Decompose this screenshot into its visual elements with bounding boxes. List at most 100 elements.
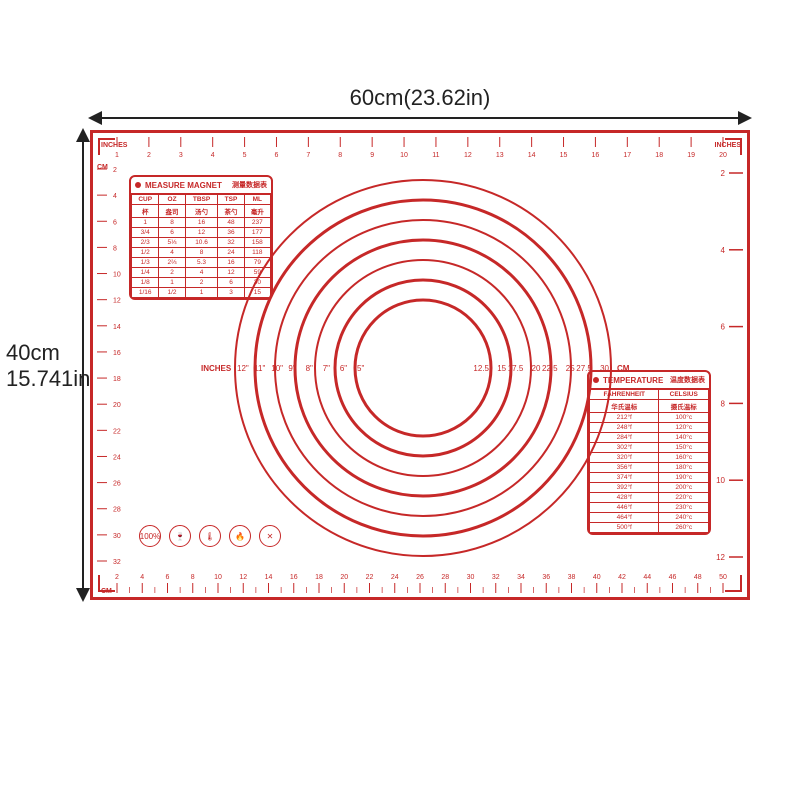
bullet-icon <box>135 182 141 188</box>
svg-text:INCHES: INCHES <box>101 142 128 149</box>
svg-text:30: 30 <box>467 574 475 581</box>
svg-text:2: 2 <box>721 169 726 178</box>
svg-text:INCHES: INCHES <box>715 142 742 149</box>
svg-text:22.5: 22.5 <box>542 364 558 373</box>
svg-text:14: 14 <box>265 574 273 581</box>
svg-text:32: 32 <box>113 559 121 566</box>
safety-icon: 🍷 <box>169 525 191 547</box>
temperature-table: TEMPERATURE 温度数据表 FAHRENHEITCELSIUS华氏温标摄… <box>587 370 711 535</box>
svg-text:7: 7 <box>306 152 310 159</box>
arrow-up-icon <box>76 128 90 142</box>
svg-text:25: 25 <box>566 364 575 373</box>
svg-text:1: 1 <box>115 152 119 159</box>
svg-text:12.5: 12.5 <box>473 364 489 373</box>
svg-text:46: 46 <box>669 574 677 581</box>
svg-text:2: 2 <box>113 167 117 174</box>
svg-text:20: 20 <box>532 364 541 373</box>
svg-text:14: 14 <box>528 152 536 159</box>
svg-text:20: 20 <box>719 152 727 159</box>
svg-text:2: 2 <box>115 574 119 581</box>
arrow-right-icon <box>738 111 752 125</box>
svg-text:12: 12 <box>716 553 725 562</box>
svg-text:22: 22 <box>113 428 121 435</box>
svg-text:22: 22 <box>366 574 374 581</box>
svg-text:INCHES: INCHES <box>201 364 232 373</box>
svg-text:5: 5 <box>243 152 247 159</box>
svg-text:26: 26 <box>113 481 121 488</box>
bullet-icon <box>593 377 599 383</box>
svg-text:24: 24 <box>113 454 121 461</box>
svg-text:16: 16 <box>113 350 121 357</box>
diagram-container: 60cm(23.62in) 40cm 15.741in INCHES123456… <box>0 0 800 800</box>
measure-table-body: CUPOZTBSPTSPML杯盎司汤勺茶勺毫升 1816482373/46123… <box>131 194 271 298</box>
safety-icon: 🔥 <box>229 525 251 547</box>
svg-text:20: 20 <box>113 402 121 409</box>
svg-text:48: 48 <box>694 574 702 581</box>
svg-text:18: 18 <box>315 574 323 581</box>
svg-text:19: 19 <box>687 152 695 159</box>
svg-text:11": 11" <box>254 364 265 373</box>
svg-text:6: 6 <box>113 219 117 226</box>
svg-text:3: 3 <box>179 152 183 159</box>
svg-text:10: 10 <box>716 476 725 485</box>
svg-text:28: 28 <box>441 574 449 581</box>
svg-text:8: 8 <box>113 245 117 252</box>
svg-text:24: 24 <box>391 574 399 581</box>
width-line <box>90 117 750 119</box>
svg-text:15: 15 <box>497 364 506 373</box>
width-label: 60cm(23.62in) <box>90 85 750 111</box>
temperature-table-title: TEMPERATURE 温度数据表 <box>589 372 709 389</box>
svg-text:16: 16 <box>290 574 298 581</box>
svg-text:6": 6" <box>340 364 347 373</box>
temperature-table-body: FAHRENHEITCELSIUS华氏温标摄氏温标 212°f100°c248°… <box>589 389 709 533</box>
svg-text:28: 28 <box>113 507 121 514</box>
svg-text:10: 10 <box>113 272 121 279</box>
svg-text:36: 36 <box>542 574 550 581</box>
measure-table-title: MEASURE MAGNET 测量数据表 <box>131 177 271 194</box>
svg-text:6: 6 <box>275 152 279 159</box>
height-dimension: 40cm 15.741in <box>38 130 88 600</box>
baking-mat: INCHES1234567891011121314151617181920CM2… <box>90 130 750 600</box>
svg-text:9": 9" <box>288 364 295 373</box>
svg-text:10": 10" <box>271 364 283 373</box>
svg-text:26: 26 <box>416 574 424 581</box>
svg-text:10: 10 <box>400 152 408 159</box>
svg-text:4: 4 <box>113 193 117 200</box>
arrow-down-icon <box>76 588 90 602</box>
svg-text:4: 4 <box>211 152 215 159</box>
svg-text:32: 32 <box>492 574 500 581</box>
svg-text:17: 17 <box>623 152 631 159</box>
svg-text:44: 44 <box>643 574 651 581</box>
svg-text:8: 8 <box>338 152 342 159</box>
svg-text:12": 12" <box>237 364 249 373</box>
svg-text:20: 20 <box>340 574 348 581</box>
svg-text:12: 12 <box>464 152 472 159</box>
svg-text:16: 16 <box>592 152 600 159</box>
svg-text:14: 14 <box>113 324 121 331</box>
arrow-left-icon <box>88 111 102 125</box>
svg-text:30: 30 <box>113 533 121 540</box>
svg-text:18: 18 <box>655 152 663 159</box>
svg-text:4: 4 <box>721 246 726 255</box>
svg-text:4: 4 <box>140 574 144 581</box>
svg-text:6: 6 <box>721 323 726 332</box>
svg-text:10: 10 <box>214 574 222 581</box>
svg-text:8: 8 <box>721 399 726 408</box>
svg-text:38: 38 <box>568 574 576 581</box>
svg-text:CM: CM <box>97 164 108 171</box>
svg-text:50: 50 <box>719 574 727 581</box>
width-dimension: 60cm(23.62in) <box>90 85 750 125</box>
svg-text:6: 6 <box>166 574 170 581</box>
safety-icon: ✕ <box>259 525 281 547</box>
svg-text:8: 8 <box>191 574 195 581</box>
svg-text:40: 40 <box>593 574 601 581</box>
svg-text:2: 2 <box>147 152 151 159</box>
height-label: 40cm 15.741in <box>6 340 90 393</box>
safety-icon: 🌡 <box>199 525 221 547</box>
measure-table: MEASURE MAGNET 测量数据表 CUPOZTBSPTSPML杯盎司汤勺… <box>129 175 273 300</box>
svg-text:9: 9 <box>370 152 374 159</box>
svg-text:34: 34 <box>517 574 525 581</box>
svg-text:8": 8" <box>306 364 313 373</box>
svg-text:17.5: 17.5 <box>508 364 524 373</box>
safety-icon: 100% <box>139 525 161 547</box>
